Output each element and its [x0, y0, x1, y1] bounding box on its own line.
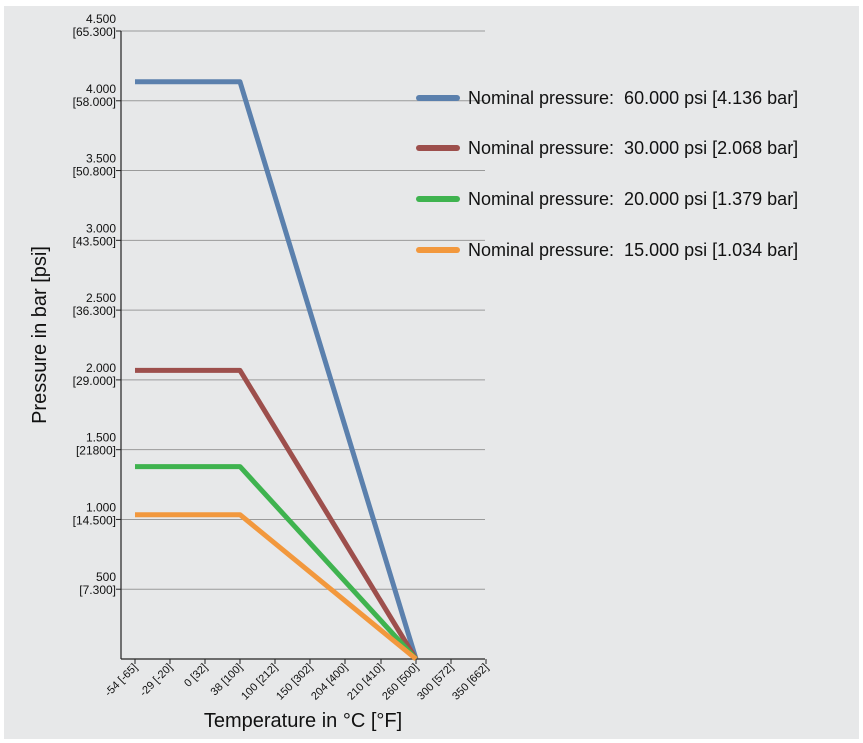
legend-label: Nominal pressure: 60.000 psi [4.136 bar]: [468, 88, 798, 108]
x-tick-label: 100 [212]: [239, 662, 280, 703]
y-tick-label-psi: [65.300]: [73, 25, 116, 39]
x-tick-label: 350 [662]: [450, 662, 491, 703]
x-tick-label: 150 [302]: [274, 662, 315, 703]
x-tick-label: 210 [410]: [345, 662, 386, 703]
y-tick-label-psi: [7.300]: [79, 583, 116, 597]
y-tick-label: 1.000: [86, 500, 116, 514]
x-tick-label: 0 [32]: [182, 662, 210, 690]
x-tick-label: 260 [500]: [380, 662, 421, 703]
x-tick-label: 204 [400]: [309, 662, 350, 703]
series-line: [135, 79, 419, 660]
legend-label: Nominal pressure: 30.000 psi [2.068 bar]: [468, 138, 798, 158]
y-axis-title: Pressure in bar [psi]: [29, 246, 51, 424]
y-tick-label: 2.000: [86, 361, 116, 375]
x-tick-label: -54 [-65]: [103, 662, 140, 699]
y-tick-label-psi: [36.300]: [73, 304, 116, 318]
y-tick-label-psi: [43.500]: [73, 234, 116, 248]
y-tick-label: 4.000: [86, 82, 116, 96]
series-line: [135, 464, 418, 661]
x-tick-label: -29 [-20]: [138, 662, 175, 699]
y-tick-label-psi: [58.000]: [73, 95, 116, 109]
y-tick-label: 2.500: [86, 291, 116, 305]
x-tick-label: 300 [572]: [415, 662, 456, 703]
y-tick-label: 1.500: [86, 431, 116, 445]
x-axis-title: Temperature in °C [°F]: [204, 710, 402, 732]
y-tick-label: 3.500: [86, 152, 116, 166]
y-tick-label-psi: [29.000]: [73, 374, 116, 388]
y-tick-label: 4.500: [86, 12, 116, 26]
y-tick-label: 3.000: [86, 221, 116, 235]
y-tick-label-psi: [21800]: [76, 444, 116, 458]
series-line: [135, 367, 419, 661]
y-tick-label-psi: [50.800]: [73, 165, 116, 179]
legend-label: Nominal pressure: 15.000 psi [1.034 bar]: [468, 240, 798, 260]
y-tick-label: 500: [96, 570, 116, 584]
series-line: [135, 512, 418, 661]
legend-label: Nominal pressure: 20.000 psi [1.379 bar]: [468, 189, 798, 209]
y-tick-label-psi: [14.500]: [73, 513, 116, 527]
